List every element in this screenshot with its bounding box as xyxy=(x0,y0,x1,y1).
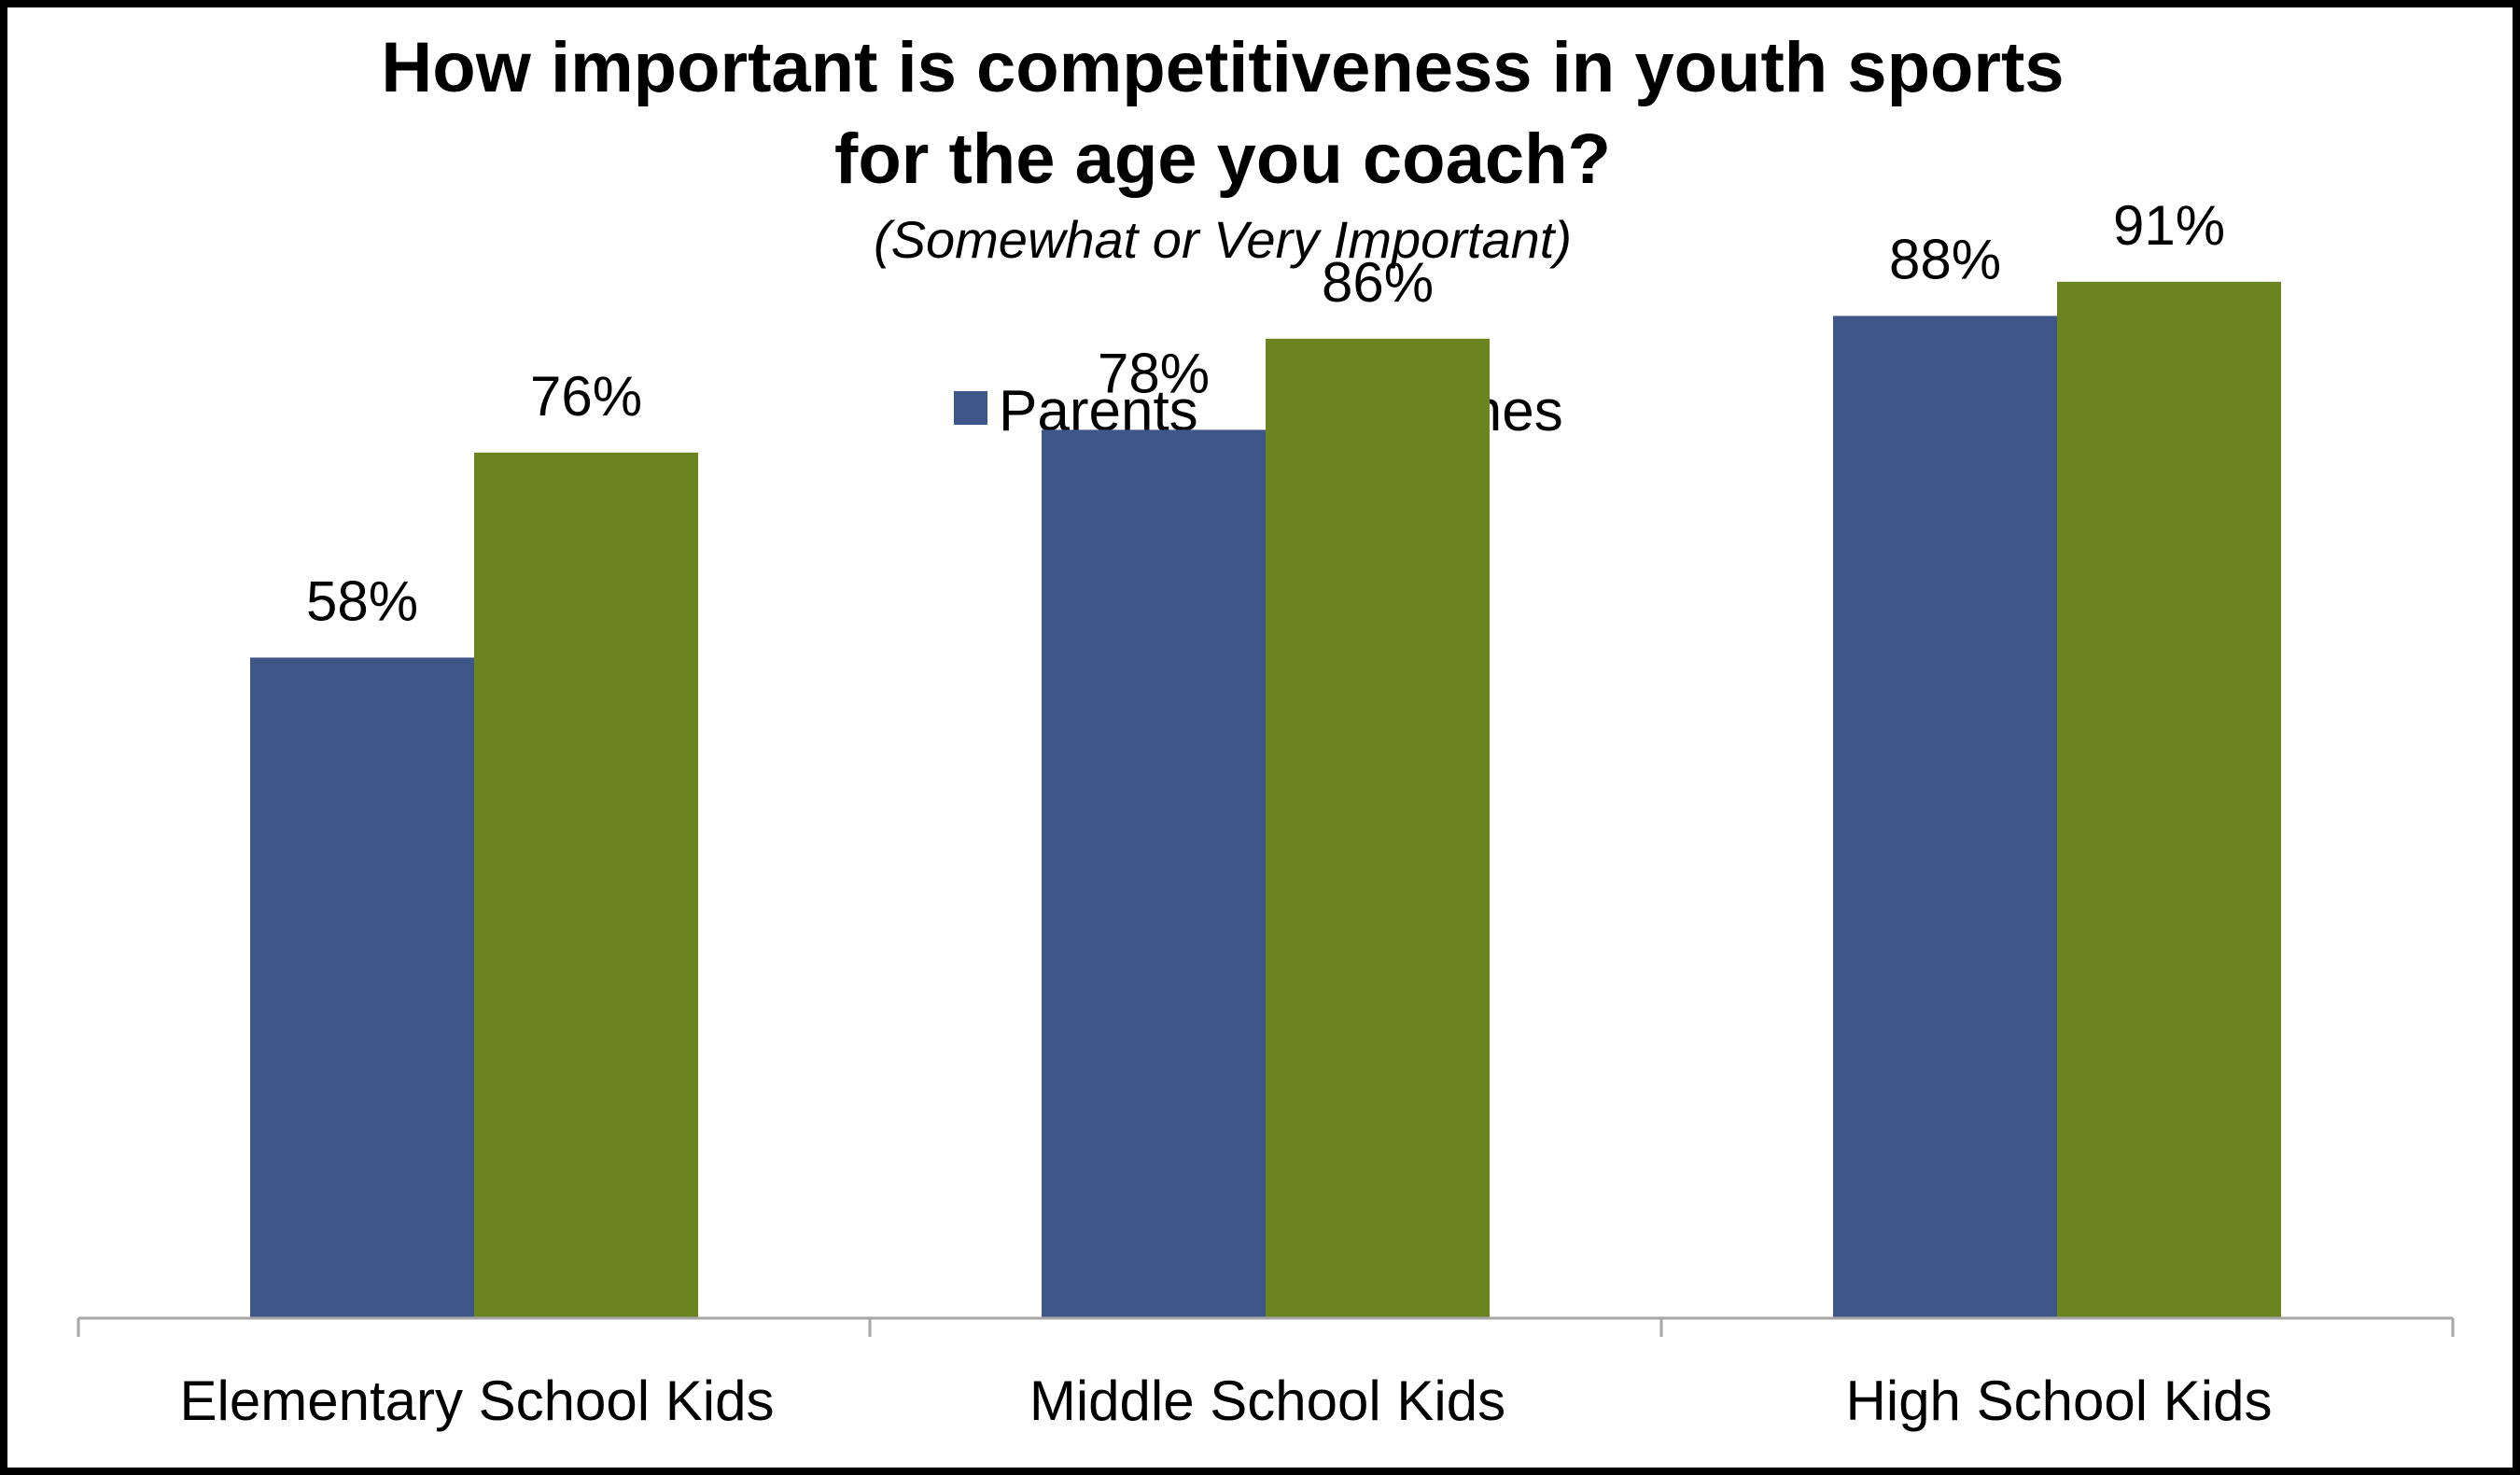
value-label-coaches-middle: 86% xyxy=(1322,251,1434,314)
bar-coaches-elementary xyxy=(474,452,698,1318)
chart-title-line-1: How important is competitiveness in yout… xyxy=(381,28,2064,107)
x-axis-ticks xyxy=(77,1318,2455,1337)
value-labels-group: 58% 76% 78% 86% 88% 91% xyxy=(306,194,2225,633)
chart-subtitle: (Somewhat or Very Important) xyxy=(874,210,1572,269)
bar-parents-elementary xyxy=(250,657,474,1318)
bar-coaches-middle xyxy=(1266,338,1490,1318)
chart-svg: How important is competitiveness in yout… xyxy=(77,28,2455,1432)
bar-parents-high xyxy=(1833,316,2057,1318)
category-label-middle: Middle School Kids xyxy=(1029,1370,1505,1432)
value-label-parents-high: 88% xyxy=(1889,228,2001,290)
bar-coaches-high xyxy=(2057,281,2281,1318)
value-label-coaches-high: 91% xyxy=(2113,194,2225,257)
category-label-elementary: Elementary School Kids xyxy=(180,1370,775,1432)
value-label-parents-elementary: 58% xyxy=(306,569,418,632)
chart-title-line-2: for the age you coach? xyxy=(834,119,1611,199)
legend-swatch-parents xyxy=(954,391,987,425)
bars-group xyxy=(250,281,2281,1318)
bar-parents-middle xyxy=(1042,429,1266,1318)
value-label-parents-middle: 78% xyxy=(1098,342,1210,404)
category-label-high: High School Kids xyxy=(1846,1370,2273,1432)
value-label-coaches-elementary: 76% xyxy=(530,365,642,428)
